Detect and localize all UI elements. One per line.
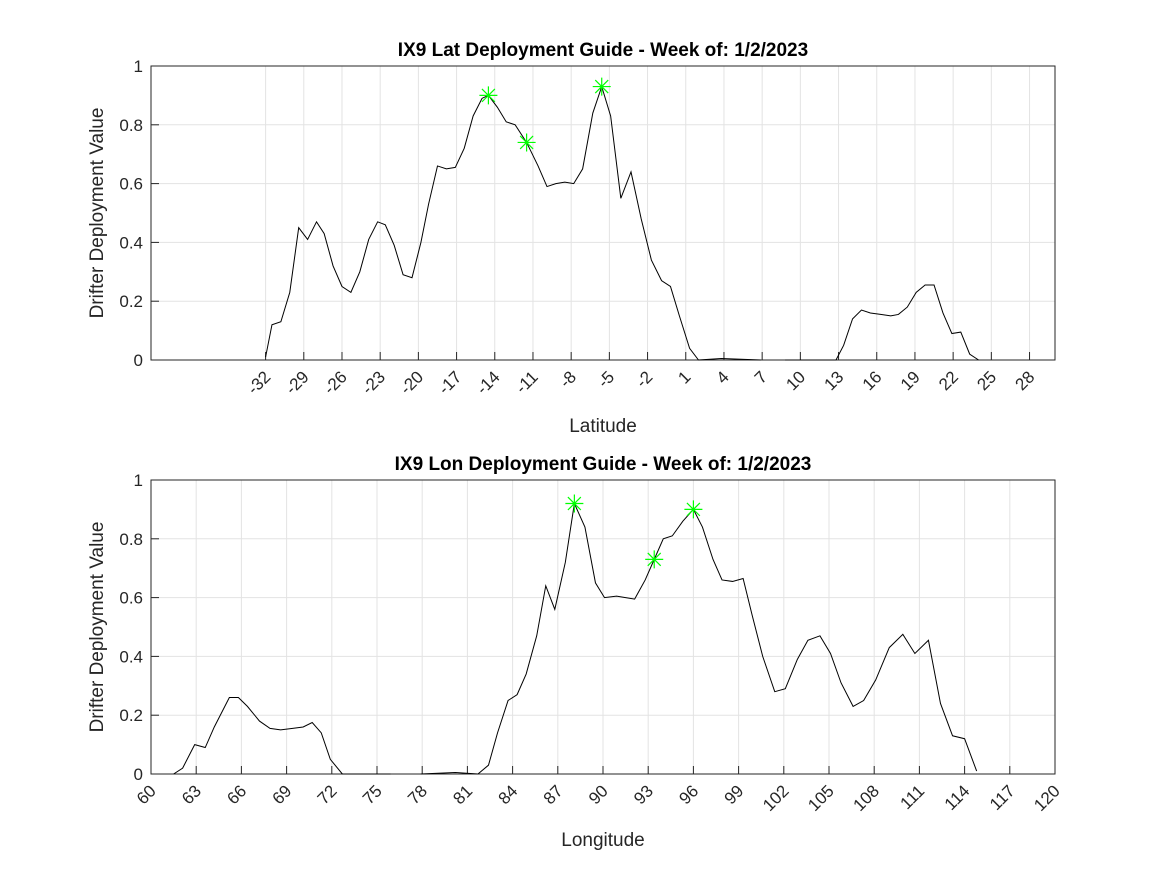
- x-tick-label: 117: [986, 781, 1019, 814]
- x-tick-label: -23: [358, 367, 389, 398]
- x-tick-label: 108: [850, 781, 883, 814]
- y-tick-label: 1: [134, 471, 143, 490]
- y-tick-label: 0.8: [119, 530, 143, 549]
- x-tick-label: 87: [540, 781, 567, 808]
- axes-box: [150, 479, 1056, 775]
- plot-area: [151, 66, 1055, 360]
- axes-box: [150, 65, 1056, 361]
- x-tick-label: -29: [282, 367, 313, 398]
- x-tick-label: 69: [269, 781, 296, 808]
- x-tick-label: 75: [359, 781, 386, 808]
- y-tick-label: 0.8: [119, 116, 143, 135]
- x-tick-label: 19: [897, 367, 924, 394]
- x-tick-label: 99: [721, 781, 748, 808]
- x-tick-label: 72: [314, 781, 341, 808]
- x-tick-label: 13: [821, 367, 848, 394]
- x-tick-label: 63: [178, 781, 205, 808]
- x-tick-label: 84: [495, 781, 522, 808]
- x-tick-label: 93: [630, 781, 657, 808]
- x-tick-label: 66: [223, 781, 250, 808]
- x-tick-label: -11: [512, 367, 542, 397]
- x-tick-label: -17: [435, 367, 466, 398]
- x-tick-label: -2: [632, 367, 656, 391]
- x-tick-label: 96: [675, 781, 702, 808]
- x-tick-label: -26: [320, 367, 351, 398]
- x-tick-label: 10: [782, 367, 809, 394]
- y-tick-label: 0.6: [119, 175, 143, 194]
- peak-marker: [517, 133, 536, 152]
- x-tick-label: 16: [859, 367, 886, 394]
- y-tick-label: 0.2: [119, 292, 143, 311]
- y-tick-label: 0.2: [119, 706, 143, 725]
- y-tick-label: 0: [134, 351, 143, 370]
- data-line: [173, 501, 978, 775]
- x-tick-label: 28: [1012, 367, 1039, 394]
- x-tick-label: 22: [935, 367, 962, 394]
- x-axis-label: Latitude: [569, 416, 637, 437]
- x-tick-label: 4: [713, 367, 733, 387]
- x-tick-label: -32: [244, 367, 275, 398]
- x-tick-label: 105: [804, 781, 837, 814]
- y-tick-label: 0: [134, 765, 143, 784]
- x-tick-label: 81: [449, 781, 476, 808]
- x-tick-label: 1: [674, 367, 694, 387]
- x-tick-label: -5: [594, 367, 618, 391]
- peak-marker: [645, 550, 664, 569]
- x-tick-label: 7: [751, 367, 771, 387]
- peak-marker: [565, 494, 584, 513]
- x-tick-label: 114: [941, 781, 974, 814]
- x-tick-label: -14: [473, 367, 504, 398]
- x-tick-label: 60: [133, 781, 160, 808]
- y-tick-label: 1: [134, 57, 143, 76]
- x-tick-label: 120: [1030, 781, 1063, 814]
- y-axis-label: Drifter Deployment Value: [87, 522, 108, 733]
- x-tick-label: 102: [759, 781, 792, 814]
- y-tick-label: 0.4: [119, 233, 143, 252]
- x-tick-label: 90: [585, 781, 612, 808]
- peak-marker: [479, 86, 498, 105]
- x-tick-label: -20: [396, 367, 427, 398]
- x-tick-label: -8: [556, 367, 580, 391]
- peak-marker: [684, 500, 703, 519]
- data-line: [265, 84, 979, 361]
- y-axis-label: Drifter Deployment Value: [87, 108, 108, 319]
- x-tick-label: 78: [404, 781, 431, 808]
- x-tick-label: 25: [973, 367, 1000, 394]
- chart-title: IX9 Lon Deployment Guide - Week of: 1/2/…: [395, 454, 812, 475]
- peak-marker: [592, 77, 611, 96]
- y-tick-label: 0.6: [119, 589, 143, 608]
- chart-title: IX9 Lat Deployment Guide - Week of: 1/2/…: [398, 40, 808, 61]
- y-tick-label: 0.4: [119, 647, 143, 666]
- x-axis-label: Longitude: [561, 830, 644, 851]
- x-tick-label: 111: [897, 781, 929, 813]
